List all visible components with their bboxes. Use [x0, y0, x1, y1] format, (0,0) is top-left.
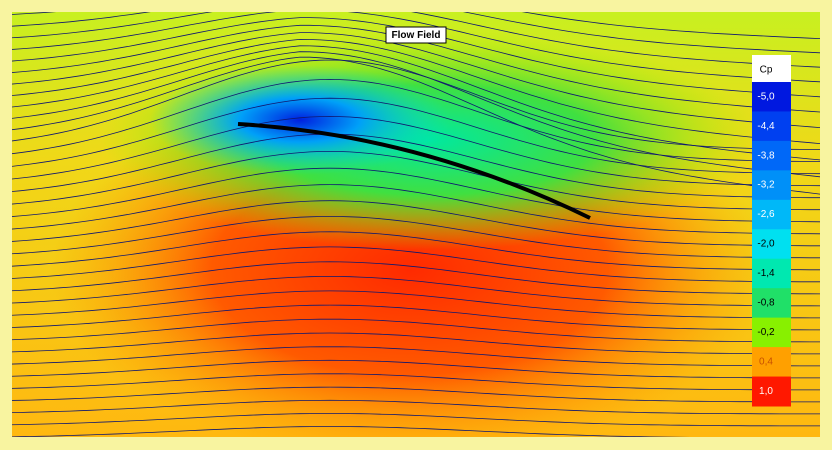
streamline [12, 386, 820, 403]
legend-label: -0,2 [757, 327, 775, 338]
streamline [12, 261, 820, 295]
streamline [12, 332, 820, 355]
streamline [12, 38, 820, 145]
streamline [12, 318, 820, 343]
streamline [12, 59, 820, 151]
legend-swatch [752, 199, 791, 230]
title-background [385, 26, 447, 44]
legend-swatch [752, 140, 791, 171]
legend-label: 1,0 [759, 386, 773, 397]
streamline [12, 115, 820, 187]
streamline [12, 78, 820, 163]
streamline [12, 413, 820, 427]
streamline [12, 200, 820, 247]
streamline [12, 133, 820, 199]
streamline [12, 304, 820, 331]
streamline [12, 231, 820, 271]
streamline [12, 346, 820, 367]
airfoil [237, 122, 591, 220]
streamline [12, 167, 820, 223]
streamline [12, 373, 820, 391]
legend-swatch [752, 288, 791, 319]
streamline [12, 426, 691, 437]
suction-peak-region [150, 65, 450, 175]
streamline [12, 12, 820, 54]
legend-label: -4,4 [757, 121, 775, 132]
legend-swatch [752, 317, 791, 348]
streamline [12, 290, 820, 319]
streamline [12, 359, 820, 379]
streamline [12, 184, 820, 235]
legend-swatch [752, 229, 791, 260]
legend-label: -5,0 [757, 91, 775, 102]
streamline [12, 12, 820, 83]
legend-label: -2,6 [757, 209, 775, 220]
legend-label: 0,4 [759, 356, 773, 367]
legend-swatch [752, 258, 791, 289]
legend-swatch [752, 347, 791, 378]
legend-label: -1,4 [757, 268, 775, 279]
legend-label: -0,8 [757, 298, 775, 309]
streamline [12, 150, 820, 211]
streamline [12, 246, 820, 283]
streamline [12, 56, 820, 195]
legend-label: -3,8 [757, 150, 775, 161]
legend: Cp -5,0 -4,4 -3,8 -3,2 -2,6 -2,0 -1,4 -0,8 -0,2 0… [752, 55, 791, 407]
streamline [12, 399, 820, 415]
legend-swatch [752, 111, 791, 142]
legend-header [752, 55, 791, 82]
streamline [12, 97, 820, 175]
title: Flow Field [392, 30, 441, 41]
streamline [12, 32, 820, 129]
streamline [12, 12, 820, 68]
legend-swatch [752, 170, 791, 201]
legend-swatch [752, 376, 791, 407]
streamline [12, 276, 820, 307]
streamline [12, 12, 820, 40]
title-box: Flow Field [385, 26, 447, 44]
legend-label: -3,2 [757, 180, 775, 191]
streamline [12, 215, 820, 259]
legend-label: -2,0 [757, 239, 775, 250]
legend-swatch [752, 82, 791, 112]
legend-title: Cp [760, 65, 773, 76]
